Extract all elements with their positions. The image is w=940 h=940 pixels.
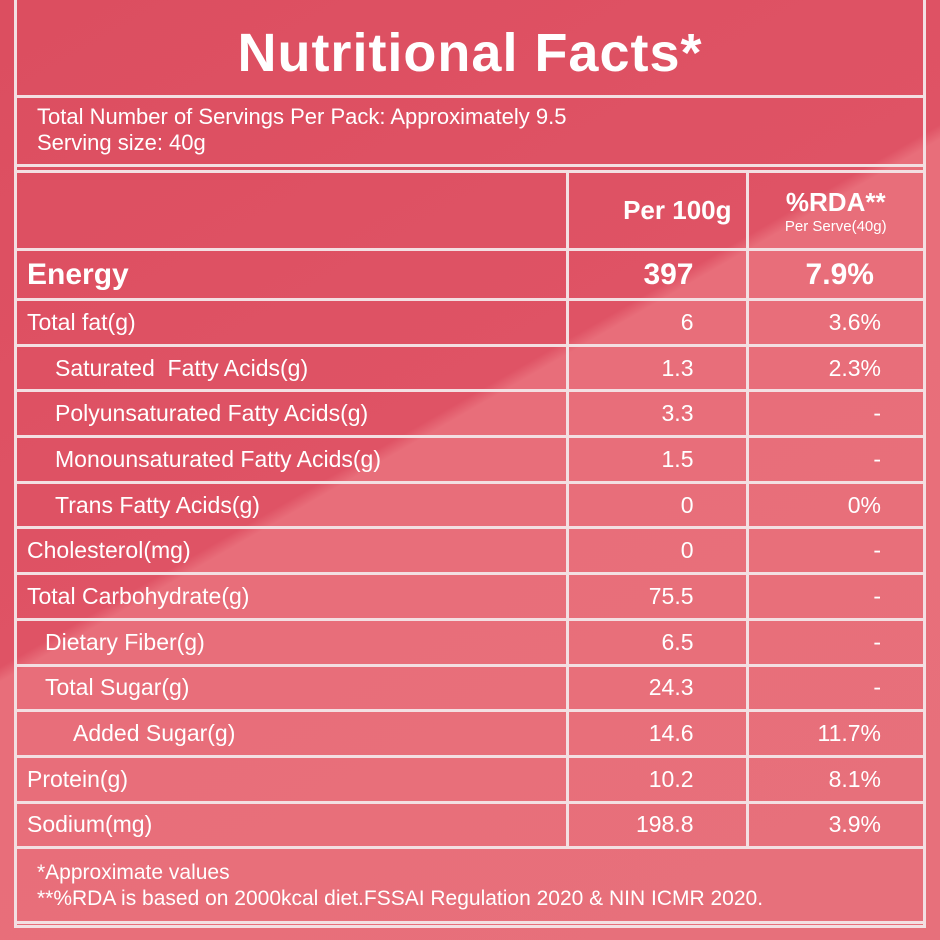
serving-info: Total Number of Servings Per Pack: Appro… [17,95,923,167]
table-row: Cholesterol(mg) 0- [17,526,923,576]
nutrition-table: Per 100g %RDA** Per Serve(40g) Energy 397… [17,170,923,850]
row-rda: - [745,617,923,667]
table-header: Per 100g %RDA** Per Serve(40g) [17,170,923,251]
row-label: Trans Fatty Acids(g) [17,480,569,530]
row-rda: - [745,663,923,713]
row-label: Cholesterol(mg) [17,526,569,576]
row-label: Saturated Fatty Acids(g) [17,343,569,393]
row-rda: 2.3% [745,343,923,393]
row-label: Total Sugar(g) [17,663,569,713]
table-row: Total Sugar(g) 24.3- [17,663,923,713]
row-rda: 7.9% [745,248,923,301]
row-label: Added Sugar(g) [17,709,569,758]
rda-header: %RDA** [785,186,886,217]
row-per100: 75.5 [565,572,749,621]
footnotes: *Approximate values **%RDA is based on 2… [17,852,923,924]
table-row: Sodium(mg) 198.8 3.9% [17,800,923,850]
row-rda: 11.7% [745,709,923,758]
row-label: Total fat(g) [17,298,569,347]
row-per100: 10.2 [565,754,749,804]
serving-size: Serving size: 40g [37,130,206,155]
title: Nutritional Facts* [237,23,703,83]
table-row: Polyunsaturated Fatty Acids(g) 3.3- [17,389,923,439]
row-label: Polyunsaturated Fatty Acids(g) [17,389,569,439]
row-rda: - [745,572,923,621]
table-row: Trans Fatty Acids(g) 0 0% [17,480,923,530]
row-per100: 24.3 [565,663,749,713]
row-per100: 1.3 [565,343,749,393]
row-per100: 397 [565,248,749,301]
table-row: Dietary Fiber(g) 6.5- [17,617,923,667]
row-per100: 198.8 [565,800,749,850]
table-row: Total Carbohydrate(g) 75.5- [17,572,923,621]
table-row: Total fat(g) 6 3.6% [17,298,923,347]
row-per100: 6 [565,298,749,347]
row-rda: 3.9% [745,800,923,850]
row-label: Sodium(mg) [17,800,569,850]
row-rda: 0% [745,480,923,530]
row-rda: 8.1% [745,754,923,804]
row-per100: 1.5 [565,435,749,484]
table-row: Added Sugar(g) 14.6 11.7% [17,709,923,758]
nutrition-label: Nutritional Facts* Total Number of Servi… [14,0,926,928]
row-per100: 0 [565,480,749,530]
row-label: Protein(g) [17,754,569,804]
footnote: *Approximate values [37,861,230,884]
row-rda: 3.6% [745,298,923,347]
row-label: Energy [17,248,569,301]
energy-row: Energy 397 7.9% [17,248,923,301]
row-label: Dietary Fiber(g) [17,617,569,667]
footnote: **%RDA is based on 2000kcal diet.FSSAI R… [37,887,764,910]
row-label: Monounsaturated Fatty Acids(g) [17,435,569,484]
per100-header: Per 100g [565,170,749,251]
table-row: Protein(g) 10.2 8.1% [17,754,923,804]
row-per100: 3.3 [565,389,749,439]
servings-per-pack: Total Number of Servings Per Pack: Appro… [37,104,567,129]
row-rda: - [745,389,923,439]
row-per100: 0 [565,526,749,576]
row-per100: 6.5 [565,617,749,667]
row-per100: 14.6 [565,709,749,758]
table-row: Saturated Fatty Acids(g) 1.3 2.3% [17,343,923,393]
row-label: Total Carbohydrate(g) [17,572,569,621]
row-rda: - [745,435,923,484]
row-rda: - [745,526,923,576]
table-row: Monounsaturated Fatty Acids(g) 1.5- [17,435,923,484]
rda-subheader: Per Serve(40g) [784,217,887,235]
